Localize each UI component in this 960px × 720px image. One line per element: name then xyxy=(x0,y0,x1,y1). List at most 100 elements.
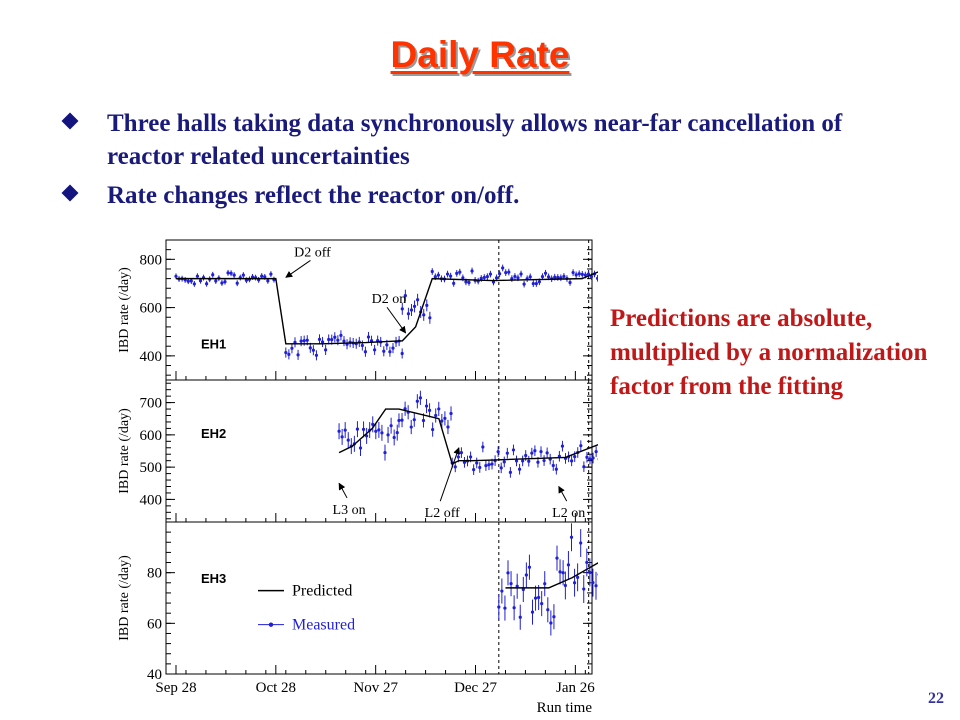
measured-point xyxy=(377,428,381,432)
measured-point xyxy=(461,276,465,280)
measured-point xyxy=(528,275,532,279)
measured-point xyxy=(533,449,537,453)
hall-label: EH1 xyxy=(201,337,226,352)
measured-point xyxy=(510,276,514,281)
measured-point xyxy=(521,459,525,463)
measured-point xyxy=(515,584,519,588)
x-tick-label: Nov 27 xyxy=(353,680,398,696)
measured-point xyxy=(232,273,236,277)
measured-point xyxy=(554,467,558,471)
measured-point xyxy=(412,304,417,309)
measured-point xyxy=(536,460,540,464)
panel-eh2: 400 500 600 700 IBD rate (/day) EH2 L3 on L2 of… xyxy=(117,379,598,523)
y-tick-label: 500 xyxy=(140,460,163,476)
measured-point xyxy=(467,280,471,285)
measured-point xyxy=(594,584,598,588)
measured-point xyxy=(585,455,589,459)
measured-point xyxy=(508,470,512,474)
measured-point xyxy=(205,282,209,286)
measured-point xyxy=(266,279,270,283)
measured-point xyxy=(374,429,378,433)
measured-point xyxy=(490,462,494,466)
measured-point xyxy=(591,581,595,585)
measured-point xyxy=(505,451,509,455)
measured-point xyxy=(421,418,426,423)
measured-point xyxy=(174,274,178,278)
measured-point xyxy=(400,307,404,311)
measured-point xyxy=(299,339,303,343)
measured-point xyxy=(560,444,565,448)
measured-point xyxy=(305,338,309,342)
bullet-list: Three halls taking data synchronously al… xyxy=(61,107,892,218)
measured-point xyxy=(403,407,407,411)
measured-point xyxy=(497,605,501,609)
measured-point xyxy=(223,280,227,284)
measured-point xyxy=(229,271,233,275)
measured-point xyxy=(425,303,429,307)
measured-point xyxy=(558,570,562,574)
prediction-note: Predictions are absolute, multiplied by … xyxy=(610,305,928,400)
measured-point xyxy=(284,350,288,355)
bullet-item: Three halls taking data synchronously al… xyxy=(61,107,892,173)
measured-point xyxy=(324,348,328,352)
measured-point xyxy=(433,275,437,279)
measured-point xyxy=(530,451,534,455)
measured-point xyxy=(583,273,587,277)
measured-point xyxy=(317,337,322,341)
y-tick-label: 800 xyxy=(140,252,163,268)
measured-point xyxy=(389,424,393,428)
measured-point xyxy=(574,273,578,277)
measured-point xyxy=(226,271,230,275)
measured-point xyxy=(517,467,522,471)
measured-point xyxy=(459,451,464,455)
measured-point xyxy=(547,275,551,279)
measured-point xyxy=(516,276,520,280)
measured-point xyxy=(500,589,504,593)
y-tick-label: 40 xyxy=(147,667,162,683)
measured-point xyxy=(563,583,567,588)
annotation-label: D2 on xyxy=(372,292,407,307)
measured-point xyxy=(488,272,493,276)
measured-point xyxy=(260,274,264,278)
legend-measured-marker xyxy=(268,622,274,627)
measured-point xyxy=(470,269,474,273)
measured-point xyxy=(314,353,319,357)
hall-label: EH3 xyxy=(201,571,226,586)
measured-point xyxy=(482,275,486,280)
measured-point xyxy=(302,339,306,343)
measured-point xyxy=(403,294,407,298)
measured-point xyxy=(524,573,528,577)
measured-point xyxy=(296,353,300,357)
measured-point xyxy=(380,431,384,435)
measured-point xyxy=(570,459,574,463)
y-axis-label: IBD rate (/day) xyxy=(117,408,132,494)
measured-point xyxy=(498,272,502,276)
measured-point xyxy=(453,465,457,469)
measured-point xyxy=(588,457,592,461)
measured-point xyxy=(340,435,344,439)
measured-point xyxy=(511,448,516,452)
measured-point xyxy=(363,350,368,354)
predicted-line xyxy=(175,271,598,345)
measured-point xyxy=(462,460,467,464)
measured-point xyxy=(540,602,544,606)
measured-point xyxy=(485,275,489,279)
measured-point xyxy=(428,316,432,320)
measured-point xyxy=(534,281,538,286)
panel-eh3: 40 60 80 IBD rate (/day) EH3 Predicted Measure… xyxy=(117,521,598,683)
measured-point xyxy=(452,281,456,286)
measured-point xyxy=(582,587,586,591)
measured-point xyxy=(437,407,441,411)
annotation-label: L2 off xyxy=(425,506,460,521)
measured-point xyxy=(336,338,340,342)
panel-frame xyxy=(165,239,593,381)
annotation-label: D2 off xyxy=(294,245,331,260)
measured-point xyxy=(524,453,528,458)
measured-point xyxy=(409,308,414,312)
measured-point xyxy=(214,279,218,283)
measured-point xyxy=(287,352,291,356)
measured-point xyxy=(436,273,440,277)
measured-point xyxy=(195,274,200,278)
annotation-arrow xyxy=(285,260,311,278)
